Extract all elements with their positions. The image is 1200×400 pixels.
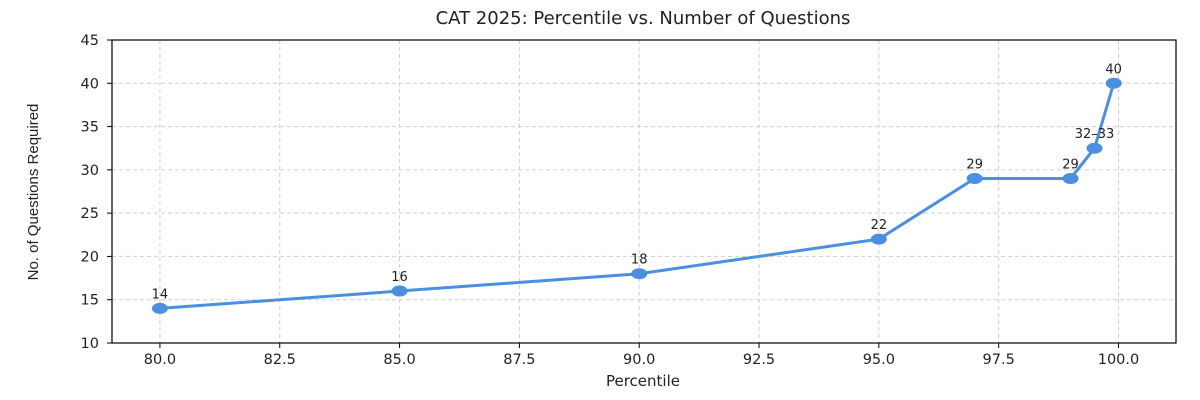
chart-title: CAT 2025: Percentile vs. Number of Quest… bbox=[436, 8, 851, 29]
x-tick-label: 90.0 bbox=[623, 352, 655, 368]
data-point bbox=[1105, 77, 1122, 89]
data-label: 18 bbox=[631, 253, 648, 268]
data-point bbox=[1062, 173, 1079, 185]
plot-frame bbox=[111, 39, 1177, 344]
x-tick-label: 82.5 bbox=[264, 352, 296, 368]
data-label: 32–33 bbox=[1075, 127, 1115, 142]
x-axis-ticks: 80.0 82.5 85.0 87.5 90.0 92.5 95.0 97.5 100.0 bbox=[144, 343, 1139, 368]
data-point bbox=[1086, 142, 1103, 154]
x-tick-label: 100.0 bbox=[1098, 352, 1140, 368]
y-tick-label: 30 bbox=[81, 163, 99, 179]
data-label: 22 bbox=[871, 218, 888, 233]
data-point bbox=[151, 302, 168, 314]
x-tick-label: 95.0 bbox=[863, 352, 895, 368]
y-tick-label: 35 bbox=[81, 120, 99, 136]
y-axis-ticks: 10 15 20 25 30 35 40 45 bbox=[81, 33, 112, 352]
x-tick-label: 97.5 bbox=[983, 352, 1015, 368]
y-tick-label: 45 bbox=[81, 33, 99, 49]
data-label: 16 bbox=[391, 270, 408, 285]
data-label: 40 bbox=[1105, 62, 1122, 77]
data-point bbox=[966, 173, 983, 185]
series bbox=[151, 77, 1122, 314]
data-label: 14 bbox=[152, 287, 169, 302]
x-tick-label: 85.0 bbox=[383, 352, 415, 368]
y-tick-label: 10 bbox=[81, 336, 99, 352]
series-line bbox=[159, 82, 1116, 310]
data-label: 29 bbox=[1062, 158, 1079, 173]
grid bbox=[112, 40, 1176, 343]
y-tick-label: 15 bbox=[81, 293, 99, 309]
y-tick-label: 25 bbox=[81, 206, 99, 222]
x-axis-label: Percentile bbox=[606, 372, 680, 390]
y-tick-label: 40 bbox=[81, 76, 99, 92]
y-axis-label: No. of Questions Required bbox=[25, 104, 42, 281]
x-tick-label: 87.5 bbox=[503, 352, 535, 368]
data-point bbox=[631, 268, 648, 280]
data-point bbox=[391, 285, 408, 297]
data-labels: 14 16 18 22 29 29 32–33 40 bbox=[152, 62, 1122, 302]
data-label: 29 bbox=[966, 158, 983, 173]
data-point bbox=[870, 233, 887, 245]
x-tick-label: 80.0 bbox=[144, 352, 176, 368]
x-tick-label: 92.5 bbox=[743, 352, 775, 368]
y-tick-label: 20 bbox=[81, 249, 99, 265]
